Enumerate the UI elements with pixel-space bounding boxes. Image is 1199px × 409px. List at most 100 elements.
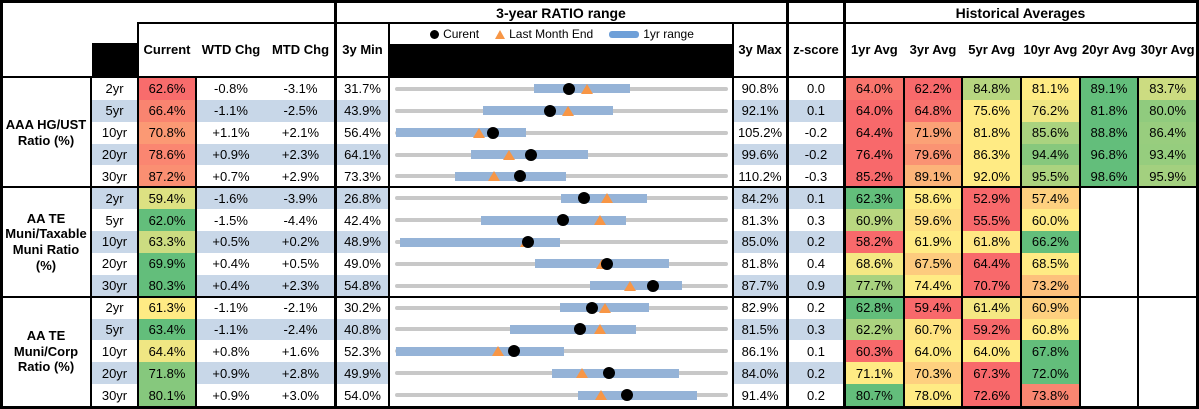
avg-cell: 93.4% — [1138, 143, 1197, 166]
avg-cell: 57.4% — [1021, 187, 1080, 210]
row-stripe — [195, 99, 334, 122]
avg-cell: 70.7% — [962, 274, 1021, 297]
avg-cell: 71.9% — [903, 121, 963, 144]
row-stripe — [734, 187, 786, 210]
current-dot-marker — [563, 82, 576, 95]
avg-cell: 68.6% — [845, 252, 904, 275]
tenor-label: 2yr — [105, 190, 124, 206]
col-header-mtd-chg: MTD Chg — [271, 42, 330, 57]
avg-cell: 64.8% — [903, 99, 963, 122]
avg-cell: 80.0% — [1138, 99, 1197, 122]
avg-cell: 95.5% — [1021, 165, 1080, 188]
current-dot-marker — [585, 301, 598, 314]
grid-vline — [195, 78, 197, 407]
last-month-triangle-marker — [492, 346, 505, 357]
mtd-chg-value: +1.6% — [281, 343, 320, 359]
avg-cell: 70.3% — [903, 362, 963, 385]
row-stripe — [788, 99, 843, 122]
avg-cell — [1080, 384, 1139, 406]
grid-vline — [1196, 0, 1199, 409]
3y-max-value: 87.7% — [741, 278, 779, 294]
avg-cell: 81.8% — [1079, 99, 1139, 122]
avg-cell — [1138, 319, 1197, 341]
avg-cell: 62.2% — [903, 78, 963, 100]
current-cell: 87.2% — [139, 165, 195, 188]
grid-hline — [0, 186, 1199, 188]
current-dot-marker — [578, 192, 591, 205]
grid-vline — [1137, 78, 1139, 407]
grid-hline — [0, 0, 1199, 3]
z-score-value: 0.2 — [806, 234, 826, 250]
avg-cell — [1138, 362, 1197, 384]
blacked-out-tenor-header-cell — [92, 43, 137, 76]
wtd-chg-value: +0.9% — [212, 365, 250, 381]
3y-min-value: 52.3% — [344, 343, 381, 359]
avg-cell: 75.6% — [962, 99, 1021, 122]
avg-cell — [1138, 209, 1197, 231]
avg-cell — [1080, 187, 1139, 209]
group-label: AA TE Muni/Corp Ratio (%) — [13, 327, 79, 375]
avg-cell: 81.1% — [1021, 78, 1080, 100]
grid-vline — [843, 0, 846, 407]
col-header-3yr-avg: 3yr Avg — [909, 42, 957, 57]
3y-max-value: 99.6% — [741, 147, 779, 163]
row-stripe — [92, 362, 137, 385]
avg-cell: 59.6% — [903, 209, 963, 232]
wtd-chg-value: -1.6% — [214, 190, 248, 206]
wtd-chg-value: +0.4% — [212, 256, 250, 272]
wtd-chg-value: +0.8% — [212, 343, 250, 359]
row-stripe — [734, 274, 786, 297]
last-month-triangle-marker — [623, 280, 636, 291]
mtd-chg-value: -2.1% — [283, 300, 318, 316]
tenor-label: 10yr — [101, 234, 128, 250]
grid-hline — [137, 22, 1199, 24]
avg-cell: 95.9% — [1138, 165, 1197, 188]
tenor-label: 30yr — [101, 168, 128, 184]
range-bar-1yr — [454, 171, 567, 181]
3y-max-value: 85.0% — [741, 234, 779, 250]
3y-max-value: 91.4% — [741, 387, 779, 403]
current-cell: 63.3% — [139, 231, 195, 253]
mtd-chg-value: +2.8% — [281, 365, 320, 381]
avg-cell: 52.9% — [962, 187, 1021, 210]
avg-cell: 88.8% — [1079, 121, 1139, 144]
avg-cell: 78.0% — [903, 384, 963, 406]
row-stripe — [734, 318, 786, 341]
row-stripe — [788, 143, 843, 166]
tenor-label: 5yr — [105, 212, 124, 228]
avg-cell: 60.8% — [1021, 318, 1080, 341]
wtd-chg-value: -1.1% — [214, 300, 248, 316]
range-bar-icon — [609, 30, 640, 38]
range-bar-1yr — [509, 324, 636, 334]
grid-vline — [334, 0, 337, 407]
current-cell: 80.3% — [139, 274, 195, 297]
tenor-label: 30yr — [101, 278, 128, 294]
mtd-chg-value: -2.4% — [283, 321, 318, 337]
avg-cell: 60.3% — [845, 340, 904, 363]
3y-min-value: 26.8% — [344, 190, 381, 206]
current-cell: 69.9% — [139, 252, 195, 275]
current-dot-marker — [544, 104, 557, 117]
last-month-triangle-marker — [488, 171, 501, 182]
grid-vline — [1079, 78, 1081, 407]
current-dot-marker — [601, 257, 614, 270]
avg-cell — [1138, 340, 1197, 362]
group-label: AA TE Muni/Taxable Muni Ratio (%) — [5, 210, 87, 273]
row-stripe — [336, 318, 388, 341]
wtd-chg-value: -1.1% — [214, 321, 248, 337]
row-stripe — [336, 143, 388, 166]
avg-cell: 73.8% — [1021, 384, 1080, 406]
avg-cell: 61.9% — [903, 231, 963, 253]
avg-cell: 85.2% — [845, 165, 904, 188]
avg-cell: 58.6% — [903, 187, 963, 210]
row-stripe — [195, 318, 334, 341]
legend-range-label: 1yr range — [643, 27, 694, 41]
3y-max-value: 81.5% — [741, 321, 779, 337]
avg-cell: 60.9% — [1021, 296, 1080, 319]
mtd-chg-value: -2.5% — [283, 103, 318, 119]
3y-min-value: 40.8% — [344, 321, 381, 337]
3y-min-value: 54.8% — [344, 278, 381, 294]
avg-cell: 64.0% — [845, 99, 904, 122]
z-score-value: 0.9 — [806, 278, 826, 294]
wtd-chg-value: +0.9% — [212, 147, 250, 163]
